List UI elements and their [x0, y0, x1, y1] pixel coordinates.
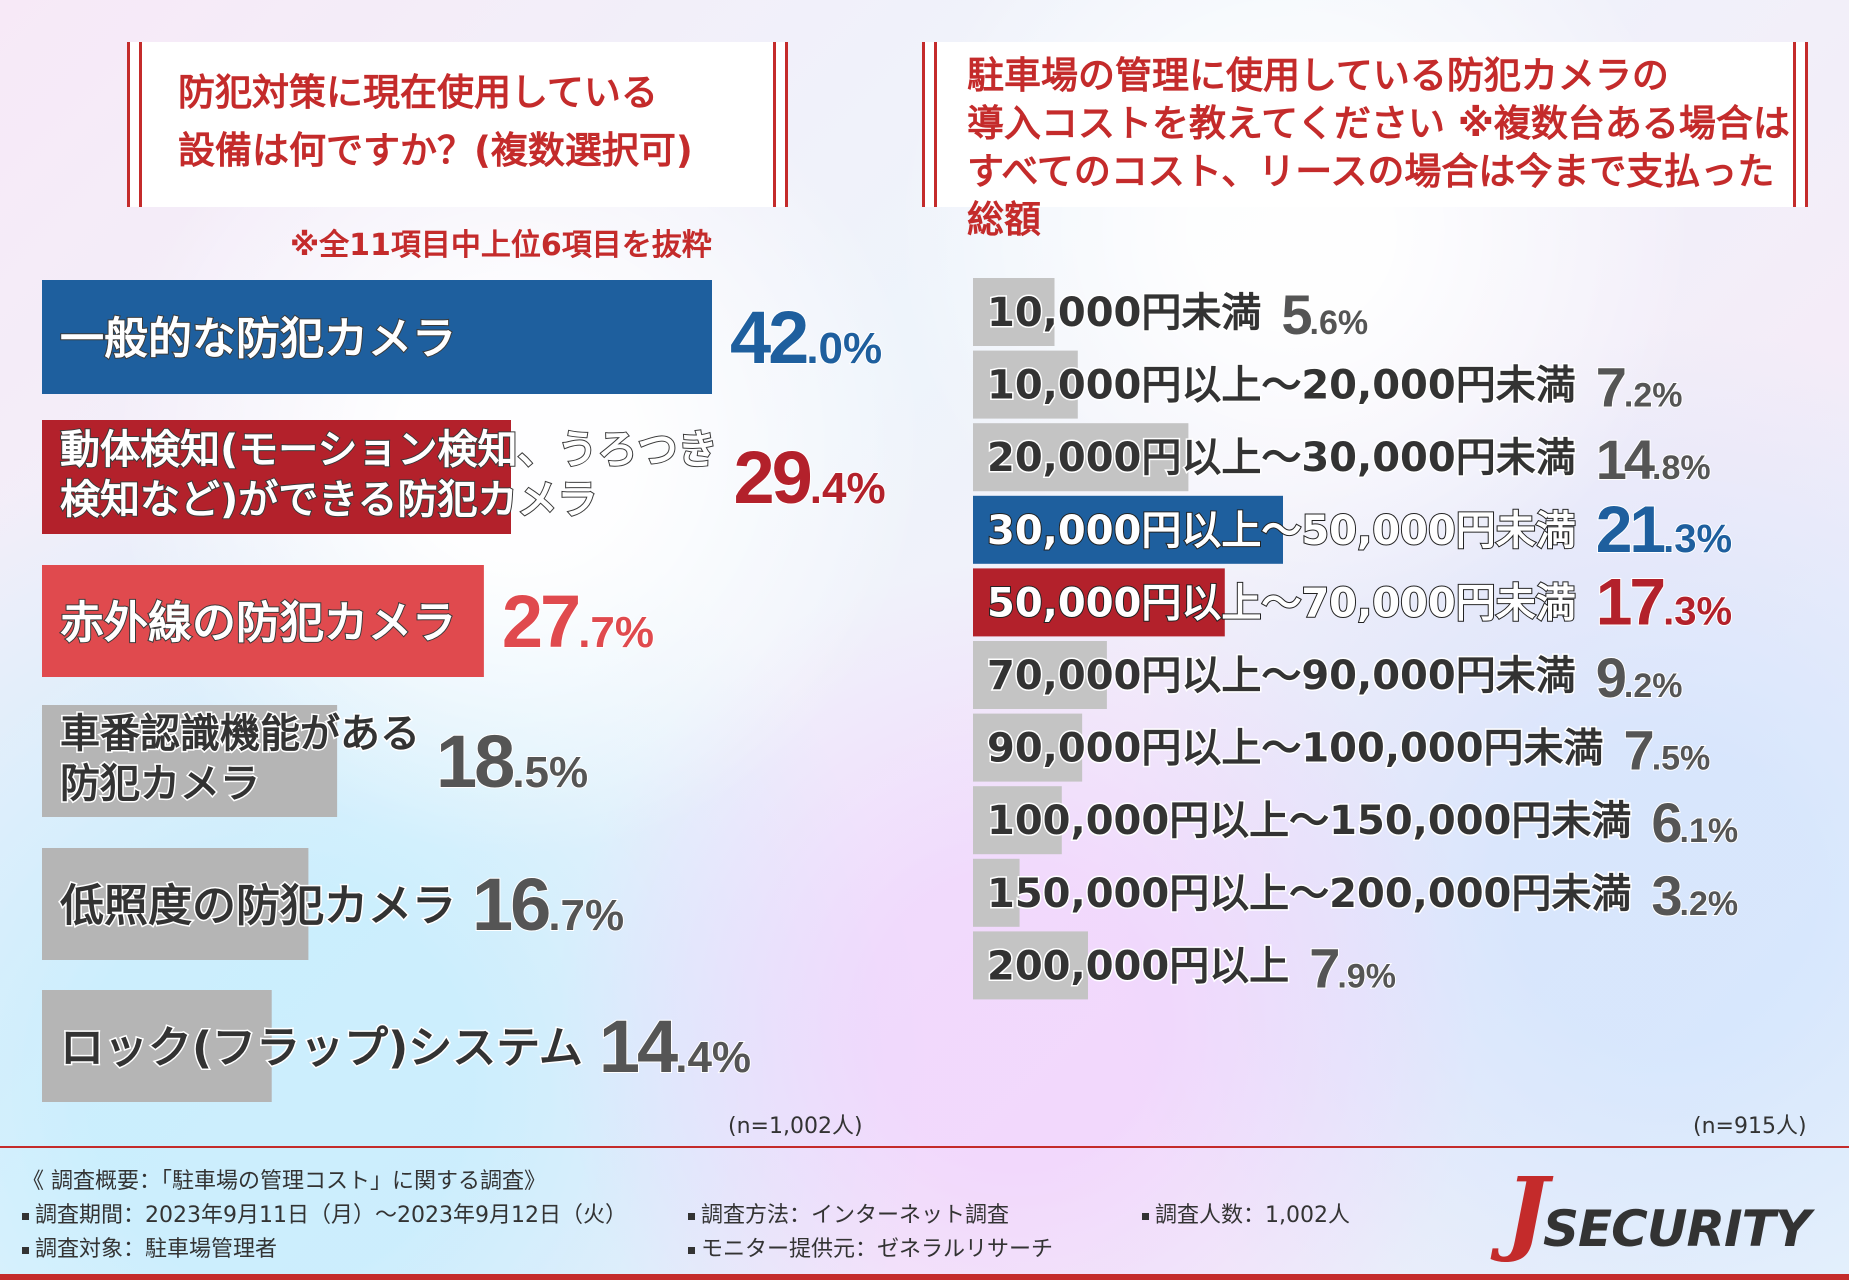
- left-title-line2: 設備は何ですか？(複数選択可): [178, 129, 693, 172]
- left-title-line1: 防犯対策に現在使用している: [178, 71, 658, 114]
- left-chart-title: 防犯対策に現在使用している 設備は何ですか？(複数選択可): [127, 42, 788, 207]
- right-sample-size: (n=915人): [1693, 1114, 1807, 1139]
- category-label-4: 防犯カメラ: [60, 761, 260, 807]
- category-label-5: 低照度の防犯カメラ: [60, 881, 456, 932]
- cost-value-label-4: 21.3%: [1596, 492, 1732, 566]
- cost-value-label-2: 7.2%: [1596, 356, 1683, 419]
- cost-category-label-3: 20,000円以上～30,000円未満: [987, 435, 1576, 481]
- right-title-line2: 導入コストを教えてください ※複数台ある場合は: [967, 102, 1790, 145]
- cost-category-label-9: 150,000円以上～200,000円未満: [987, 871, 1631, 917]
- cost-category-label-10: 200,000円以上: [987, 943, 1289, 989]
- logo-security-text: SECURITY: [1543, 1200, 1811, 1258]
- cost-value-label-5: 17.3%: [1596, 564, 1732, 638]
- cost-category-label-6: 70,000円以上～90,000円未満: [987, 653, 1576, 699]
- bar-4: [42, 705, 338, 817]
- equipment-bar-chart: 一般的な防犯カメラ 42.0% 動体検知(モーション検知、うろつき検知など)ができる…: [42, 280, 887, 1102]
- cost-bar-9: [973, 858, 1020, 927]
- survey-monitor-text: モニター提供元：ゼネラルリサーチ: [701, 1237, 1054, 1262]
- cost-value-label-7: 7.5%: [1624, 719, 1711, 782]
- left-subnote: ※全11項目中上位6項目を抜粋: [290, 228, 712, 263]
- bar-3: [42, 565, 484, 677]
- value-label-6: 14.4%: [599, 1005, 751, 1088]
- survey-count: 調査人数：1,002人: [1142, 1197, 1350, 1229]
- bar-1: [42, 280, 712, 394]
- survey-method-text: 調査方法：インターネット調査: [701, 1203, 1010, 1228]
- survey-monitor: モニター提供元：ゼネラルリサーチ: [688, 1231, 1053, 1263]
- survey-target-text: 調査対象：駐車場管理者: [35, 1237, 278, 1262]
- right-title-line1: 駐車場の管理に使用している防犯カメラの: [967, 54, 1669, 97]
- j-security-logo: J SECURITY: [1505, 1157, 1815, 1265]
- left-sample-size: (n=1,002人): [728, 1114, 863, 1139]
- value-label-4: 18.5%: [436, 720, 588, 803]
- cost-bar-4: [973, 495, 1283, 564]
- right-chart-title: 駐車場の管理に使用している防犯カメラの 導入コストを教えてください ※複数台ある…: [922, 42, 1808, 241]
- bullet-icon: [1142, 1212, 1149, 1220]
- cost-value-label-8: 6.1%: [1651, 791, 1738, 854]
- cost-bar-8: [973, 786, 1062, 855]
- cost-value-label-9: 3.2%: [1651, 864, 1738, 927]
- cost-value-label-10: 7.9%: [1309, 936, 1396, 999]
- category-label-6: ロック(フラップ)システム: [60, 1023, 583, 1074]
- cost-bar-2: [973, 350, 1078, 419]
- survey-count-text: 調査人数：1,002人: [1155, 1203, 1350, 1228]
- survey-overview: 《 調査概要：「駐車場の管理コスト」に関する調査》: [22, 1169, 546, 1194]
- value-label-2: 29.4%: [733, 436, 885, 519]
- bar-2: [42, 420, 511, 534]
- value-label-1: 42.0%: [730, 296, 882, 379]
- bullet-icon: [688, 1246, 695, 1254]
- cost-bar-7: [973, 713, 1083, 782]
- category-label-1: 一般的な防犯カメラ: [60, 314, 456, 365]
- bar-5: [42, 848, 309, 960]
- category-label-3: 赤外線の防犯カメラ: [60, 598, 456, 649]
- logo-j: J: [1505, 1157, 1549, 1265]
- cost-bar-1: [973, 278, 1055, 346]
- cost-category-label-5: 50,000円以上～70,000円未満: [987, 580, 1576, 626]
- cost-value-label-6: 9.2%: [1596, 646, 1683, 709]
- bullet-icon: [22, 1212, 29, 1220]
- cost-category-label-8: 100,000円以上～150,000円未満: [987, 798, 1631, 844]
- value-label-3: 27.7%: [502, 580, 654, 663]
- bullet-icon: [22, 1246, 29, 1254]
- right-title-line3: すべてのコスト、リースの場合は今まで支払った総額: [967, 150, 1775, 241]
- category-label-2: 動体検知(モーション検知、うろつき: [60, 427, 717, 473]
- survey-period-text: 調査期間：2023年9月11日（月）～2023年9月12日（火）: [35, 1203, 627, 1228]
- footer-divider: [0, 1146, 1849, 1148]
- cost-bar-5: [973, 568, 1225, 637]
- category-label-2: 検知など)ができる防犯カメラ: [60, 477, 597, 523]
- footer-bottom-bar: [0, 1274, 1849, 1280]
- cost-bar-6: [973, 641, 1107, 709]
- survey-target: 調査対象：駐車場管理者: [22, 1231, 277, 1263]
- cost-bar-10: [973, 931, 1088, 1000]
- cost-bar-chart: 10,000円未満 5.6% 10,000円以上～20,000円未満 7.2% 20,0…: [973, 278, 1739, 1000]
- cost-category-label-4: 30,000円以上～50,000円未満: [987, 508, 1576, 554]
- category-label-4: 車番認識機能がある: [60, 711, 420, 757]
- bullet-icon: [688, 1212, 695, 1220]
- survey-method: 調査方法：インターネット調査: [688, 1197, 1009, 1229]
- cost-value-label-1: 5.6%: [1281, 283, 1368, 346]
- cost-category-label-1: 10,000円未満: [987, 290, 1261, 336]
- cost-category-label-2: 10,000円以上～20,000円未満: [987, 363, 1576, 409]
- cost-bar-3: [973, 423, 1189, 492]
- cost-value-label-3: 14.8%: [1596, 428, 1711, 491]
- bar-6: [42, 990, 272, 1102]
- survey-period: 調査期間：2023年9月11日（月）～2023年9月12日（火）: [22, 1197, 627, 1229]
- cost-category-label-7: 90,000円以上～100,000円未満: [987, 726, 1604, 772]
- value-label-5: 16.7%: [472, 863, 624, 946]
